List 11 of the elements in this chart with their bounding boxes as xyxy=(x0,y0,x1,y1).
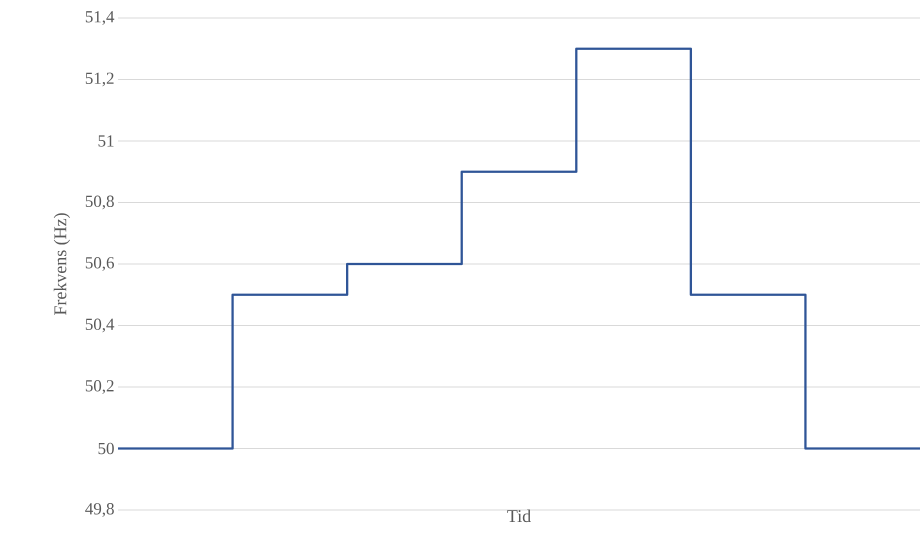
y-tick-label: 50,6 xyxy=(86,257,114,271)
x-axis-title: Tid xyxy=(507,509,531,522)
y-tick-label: 50,8 xyxy=(86,196,114,210)
y-tick-label: 50,4 xyxy=(86,318,114,332)
y-tick-label: 50 xyxy=(98,442,114,454)
y-tick-label: 49,8 xyxy=(85,503,114,517)
y-axis-title: Frekvens (Hz) xyxy=(54,213,70,316)
y-tick-label: 51 xyxy=(98,135,114,147)
y-tick-label: 51,2 xyxy=(86,72,114,86)
y-tick-label: 51,4 xyxy=(86,11,114,25)
y-tick-label: 50,2 xyxy=(86,380,114,394)
